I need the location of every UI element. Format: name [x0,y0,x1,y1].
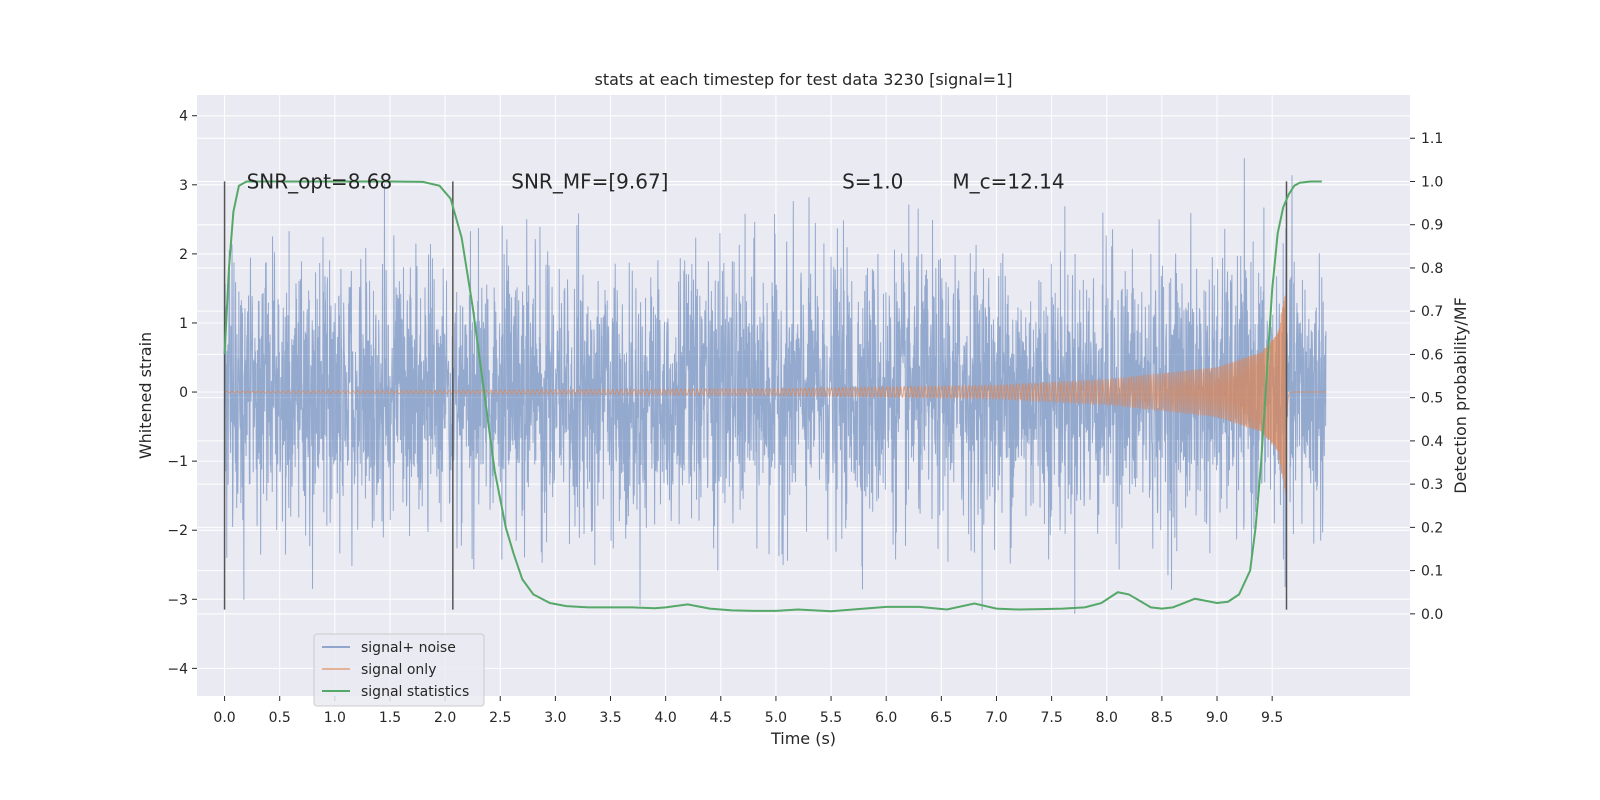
y-ticks: −4 −3 −2 −1 0 1 2 3 4 [167,109,197,677]
noise-series-line [224,158,1327,615]
x-tick-label: 2.0 [434,710,456,726]
x-tick-label: 1.0 [324,710,346,726]
x-tick-label: 5.0 [765,710,787,726]
x-tick-label: 8.5 [1151,710,1173,726]
y-axis-label: Whitened strain [136,332,155,459]
x-ticks: 0.0 0.5 1.0 1.5 2.0 2.5 3.0 3.5 4.0 4.5 5.0 5.5 6.0 6… [213,696,1283,726]
x-tick-label: 0.0 [213,710,235,726]
y-tick-label: −4 [167,661,188,677]
x-tick-label: 6.5 [930,710,952,726]
y2-tick-label: 0.3 [1421,477,1443,493]
plot-area [223,158,1327,615]
y-tick-label: 4 [179,109,188,125]
y2-tick-label: 0.5 [1421,391,1443,407]
y-tick-label: 1 [179,316,188,332]
legend: signal+ noise signal only signal statistic… [313,633,485,707]
y2-tick-label: 0.1 [1421,564,1443,580]
x-tick-label: 7.0 [985,710,1007,726]
stat-series-line [223,180,1322,613]
y-tick-label: 0 [179,385,188,401]
x-tick-label: 8.0 [1096,710,1118,726]
x-tick-label: 4.5 [710,710,732,726]
x-tick-label: 1.5 [379,710,401,726]
y-tick-label: 2 [179,247,188,263]
y-tick-label: −3 [167,592,188,608]
x-tick-label: 3.5 [599,710,621,726]
chart-title: stats at each timestep for test data 323… [594,70,1012,89]
y2-tick-label: 1.1 [1421,131,1443,147]
y-tick-label: −1 [167,454,188,470]
x-tick-label: 4.0 [655,710,677,726]
legend-label: signal only [361,662,436,678]
x-tick-label: 6.0 [875,710,897,726]
y2-tick-label: 0.8 [1421,261,1443,277]
y2-tick-label: 0.4 [1421,434,1443,450]
y2-tick-label: 0.6 [1421,347,1443,363]
y-tick-label: 3 [179,178,188,194]
snr-mf-annotation: SNR_MF=[9.67] [511,169,668,193]
x-tick-label: 9.5 [1261,710,1283,726]
x-tick-label: 0.5 [269,710,291,726]
s-annotation: S=1.0 [842,169,903,193]
x-axis-label: Time (s) [770,729,836,748]
legend-label: signal+ noise [361,640,456,656]
y2-tick-label: 0.0 [1421,607,1443,623]
y2-ticks: 0.0 0.1 0.2 0.3 0.4 0.5 0.6 0.7 0.8 0.9 1.0 1.1 [1410,131,1443,623]
snr-opt-annotation: SNR_opt=8.68 [247,169,393,193]
y2-tick-label: 0.2 [1421,520,1443,536]
x-tick-label: 5.5 [820,710,842,726]
y-tick-label: −2 [167,523,188,539]
x-tick-label: 2.5 [489,710,511,726]
legend-box [313,633,485,707]
annotations: SNR_opt=8.68 SNR_MF=[9.67] S=1.0 M_c=12.14 [247,169,1065,193]
signal-series-line [224,294,1327,494]
y2-axis-label: Detection probability/MF [1451,297,1470,494]
y2-tick-label: 0.9 [1421,218,1443,234]
x-tick-label: 7.5 [1040,710,1062,726]
y2-tick-label: 0.7 [1421,304,1443,320]
x-tick-label: 9.0 [1206,710,1228,726]
x-tick-label: 3.0 [544,710,566,726]
legend-label: signal statistics [361,684,469,700]
mc-annotation: M_c=12.14 [952,169,1064,193]
y2-tick-label: 1.0 [1421,174,1443,190]
